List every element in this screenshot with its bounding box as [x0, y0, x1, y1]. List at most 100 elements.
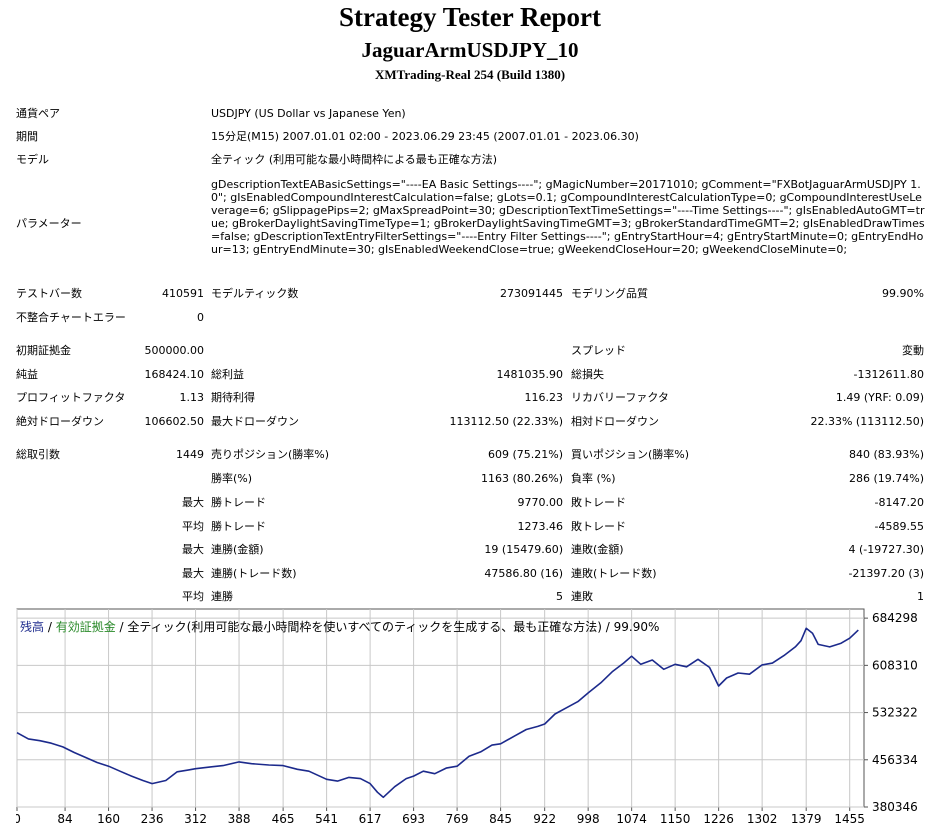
balance-chart: 0 84 160 236 312 388 465 541 617 693 769 845 922 998 1… [16, 608, 926, 829]
x-tick-label: 1379 [791, 812, 822, 826]
gross-loss-value: -1312611.80 [853, 368, 924, 381]
gross-loss-label: 総損失 [571, 368, 604, 381]
ticks-label: モデルティック数 [211, 287, 299, 300]
net-label: 純益 [16, 368, 38, 381]
largest-loss-value: -8147.20 [874, 496, 924, 509]
x-tick-label: 693 [402, 812, 425, 826]
spread-label: スプレッド [571, 344, 626, 357]
lossrate-label: 負率 (%) [571, 472, 616, 485]
deposit-value: 500000.00 [144, 344, 205, 357]
avg-consec-label: 平均 [182, 590, 204, 603]
average-label: 平均 [182, 520, 204, 533]
largest-loss-label: 敗トレード [571, 496, 626, 509]
x-tick-label: 0 [16, 812, 21, 826]
x-tick-label: 769 [446, 812, 469, 826]
spread-value: 変動 [902, 344, 924, 357]
reldd-label: 相対ドローダウン [571, 415, 659, 428]
consec-loss-value: 4 (-19727.30) [848, 543, 924, 556]
winrate-label: 勝率(%) [211, 472, 253, 485]
consec-lossamt-label: 連敗(トレード数) [571, 567, 657, 580]
reldd-value: 22.33% (113112.50) [810, 415, 924, 428]
x-tick-label: 541 [315, 812, 338, 826]
y-tick-label: 684298 [872, 611, 918, 625]
server-info: XMTrading-Real 254 (Build 1380) [374, 67, 566, 82]
model-label: モデル [16, 153, 49, 166]
x-tick-label: 388 [228, 812, 251, 826]
lossrate-value: 286 (19.74%) [848, 472, 924, 485]
short-label: 売りポジション(勝率%) [211, 448, 330, 461]
x-tick-label: 1455 [834, 812, 865, 826]
x-tick-label: 312 [184, 812, 207, 826]
winrate-value: 1163 (80.26%) [480, 472, 563, 485]
avg-win-value: 1273.46 [517, 520, 564, 533]
consec-win-label: 連勝(金額) [211, 543, 264, 556]
largest-win-label: 勝トレード [211, 496, 266, 509]
legend-separator: / [44, 620, 56, 634]
y-tick-label: 456334 [872, 753, 918, 767]
recovery-value: 1.49 (YRF: 0.09) [835, 391, 924, 404]
x-tick-label: 1150 [660, 812, 691, 826]
plot-frame [16, 608, 865, 808]
balance-chart-svg: 0 84 160 236 312 388 465 541 617 693 769 845 922 998 1… [16, 608, 918, 826]
legend-description: / 全ティック(利用可能な最小時間枠を使いすべてのティックを生成する、最も正確な… [115, 620, 660, 634]
deposit-label: 初期証拠金 [16, 344, 71, 357]
params-value: gDescriptionTextEABasicSettings="----EA … [211, 178, 925, 256]
largest-label: 最大 [182, 496, 204, 509]
avg-loss-value: -4589.55 [874, 520, 924, 533]
x-tick-label: 84 [57, 812, 72, 826]
model-value: 全ティック (利用可能な最小時間枠による最も正確な方法) [211, 153, 498, 166]
y-tick-label: 532322 [872, 706, 918, 720]
x-tick-label: 236 [141, 812, 164, 826]
legend-equity: 有効証拠金 [55, 620, 116, 634]
expected-label: 期待利得 [211, 391, 255, 404]
avg-consec-win-value: 5 [556, 590, 563, 603]
consec-loss-label: 連敗(金額) [571, 543, 624, 556]
avg-consec-win-label: 連勝 [211, 590, 233, 603]
max-consec-amount-label: 最大 [182, 567, 204, 580]
symbol-value: USDJPY (US Dollar vs Japanese Yen) [211, 107, 406, 120]
consec-profit-value: 47586.80 (16) [484, 567, 563, 580]
consec-lossamt-value: -21397.20 (3) [848, 567, 924, 580]
x-tick-label: 1302 [747, 812, 778, 826]
x-tick-label: 998 [577, 812, 600, 826]
x-tick-label: 922 [533, 812, 556, 826]
pf-value: 1.13 [179, 391, 205, 404]
gross-profit-value: 1481035.90 [496, 368, 563, 381]
bars-value: 410591 [162, 287, 204, 300]
trades-value: 1449 [176, 448, 204, 461]
absdd-value: 106602.50 [144, 415, 205, 428]
long-value: 840 (83.93%) [848, 448, 924, 461]
symbol-label: 通貨ペア [16, 107, 60, 120]
params-label: パラメーター [16, 217, 82, 230]
expected-value: 116.23 [524, 391, 564, 404]
x-tick-label: 845 [489, 812, 512, 826]
series-line-balance [16, 627, 859, 799]
x-tick-label: 617 [359, 812, 382, 826]
absdd-label: 絶対ドローダウン [16, 415, 104, 428]
period-value: 15分足(M15) 2007.01.01 02:00 - 2023.06.29 … [211, 130, 639, 143]
largest-win-value: 9770.00 [517, 496, 564, 509]
x-tick-label: 160 [97, 812, 120, 826]
y-tick-label: 608310 [872, 658, 918, 672]
maxdd-value: 113112.50 (22.33%) [449, 415, 563, 428]
period-label: 期間 [16, 130, 38, 143]
avg-loss-label: 敗トレード [571, 520, 626, 533]
short-value: 609 (75.21%) [487, 448, 563, 461]
max-consec-label: 最大 [182, 543, 204, 556]
maxdd-label: 最大ドローダウン [211, 415, 299, 428]
ticks-value: 273091445 [500, 287, 563, 300]
avg-consec-loss-label: 連敗 [571, 590, 593, 603]
x-tick-label: 1226 [703, 812, 734, 826]
long-label: 買いポジション(勝率%) [571, 448, 690, 461]
x-tick-label: 1074 [616, 812, 647, 826]
recovery-label: リカバリーファクタ [571, 391, 669, 404]
consec-win-value: 19 (15479.60) [484, 543, 563, 556]
consec-profit-label: 連勝(トレード数) [211, 567, 297, 580]
chart-legend: 残高 / 有効証拠金 / 全ティック(利用可能な最小時間枠を使いすべてのティック… [20, 618, 659, 635]
trades-label: 総取引数 [16, 448, 60, 461]
avg-consec-loss-value: 1 [917, 590, 924, 603]
mismatch-value: 0 [197, 311, 204, 324]
avg-win-label: 勝トレード [211, 520, 266, 533]
ea-name: JaguarArmUSDJPY_10 [361, 38, 579, 62]
report-title: Strategy Tester Report [339, 2, 601, 32]
